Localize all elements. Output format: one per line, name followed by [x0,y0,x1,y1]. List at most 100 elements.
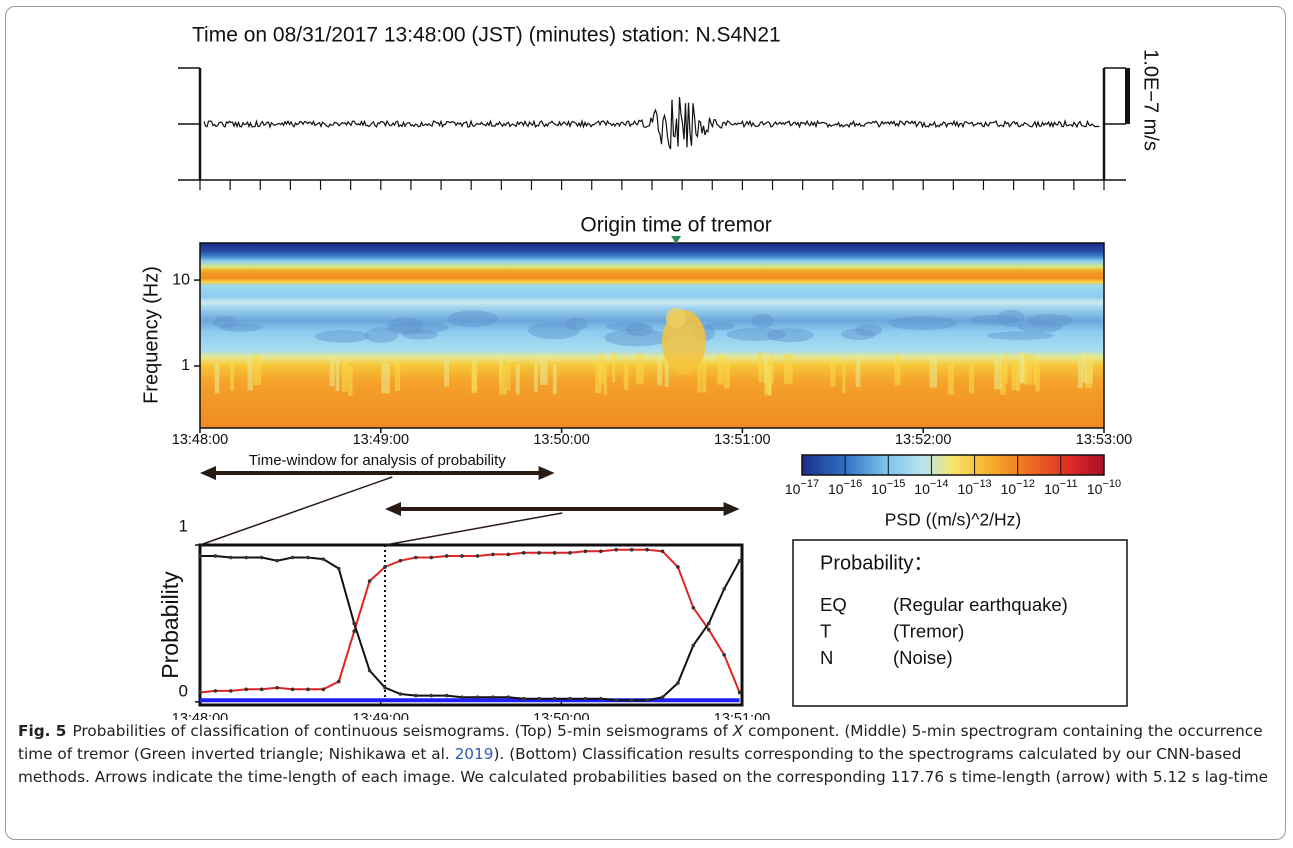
series-point [444,693,449,698]
spectrogram-texture [314,330,370,343]
series-point [367,579,372,583]
x-tick-label: 13:50:00 [533,432,589,448]
spectrogram-texture [381,363,390,394]
colorbar-exponent: −17 [800,478,819,490]
caption-text: Probabilities of classification of conti… [72,722,733,740]
series-point [629,547,634,552]
spectrogram-texture [447,310,499,328]
y-tick-label: 1 [179,516,188,535]
origin-marker [671,236,682,244]
spectrogram-texture [705,322,735,331]
series-point [737,690,742,695]
legend-box [792,539,1128,707]
colorbar-tick-label: 10−12 [1001,478,1035,497]
series-point [614,698,619,703]
spectrogram-texture [539,355,548,386]
series-point [506,552,511,557]
spectrogram-texture [723,358,731,389]
spectrogram-texture [666,308,686,328]
x-tick-label: 13:50:00 [533,711,589,720]
spectrogram-texture [969,314,1018,325]
series-point [722,653,726,657]
spectrogram-texture [751,313,774,329]
colorbar-tick-label: 10−11 [1044,478,1077,497]
colorbar-label: PSD ((m/s)^2/Hz) [885,510,1022,530]
series-point [645,698,649,703]
series-point [691,643,696,648]
spectrogram-texture [606,321,649,331]
spectrogram-texture [697,362,702,393]
series-point [444,554,449,558]
colorbar-tick-label: 10−15 [871,478,905,497]
series-point [599,549,603,554]
colorbar-base: 10 [785,481,801,497]
legend-title: Probability： [820,552,933,574]
spectrogram-texture [394,360,401,391]
spectrogram-texture [214,363,220,394]
caption-text: ). (Bottom) Classification results corre… [18,745,1269,786]
plot-frame [199,242,1105,429]
spectrogram-texture [996,309,1025,327]
arrow-head [385,502,402,516]
waveform [203,97,1100,150]
colorbar-base: 10 [1044,481,1060,497]
series-point [491,552,495,557]
spectrogram-texture [389,321,449,334]
series-point [244,555,249,560]
spectrogram-texture [948,364,954,395]
series-point [722,587,726,591]
y-tick-label: 1 [181,357,190,374]
plot-frame [198,543,744,707]
spectrogram-texture [335,360,340,391]
spectrogram-texture [612,352,616,383]
spectrogram-texture [986,331,1054,340]
series-point [506,695,511,699]
series-point [352,629,356,634]
spectrogram-texture [1017,321,1063,333]
spectrogram-texture [329,356,335,387]
series-point [398,558,403,563]
spectrogram-texture [1016,361,1021,392]
series-point [213,689,218,693]
spectrogram-texture [702,362,707,393]
series-point [475,554,480,558]
y-tick-label: 0 [179,681,188,700]
spectrogram-texture [657,355,663,386]
colorbar-tick-label: 10−10 [1087,478,1121,497]
colorbar-base: 10 [871,481,887,497]
spectrogram-texture [499,364,507,395]
series-point [290,687,295,692]
series-point [706,627,711,632]
spectrogram-texture [929,357,938,388]
spectrogram-texture [842,363,846,394]
spectrogram-texture [1011,360,1018,391]
x-tick-label: 13:53:00 [1076,432,1132,448]
figure-frame [5,6,1286,840]
series-point [737,558,742,563]
series-point [198,690,202,695]
x-tick-label: 13:48:00 [172,432,228,448]
spectrogram-texture [341,361,348,392]
series-point [321,687,326,692]
caption-link[interactable]: 2019 [454,745,494,763]
arrow-head [723,502,740,516]
spectrogram-texture [1081,352,1087,383]
arrow-head [538,466,555,480]
series-point [583,696,588,701]
spectrogram-texture [471,363,478,394]
spectrogram-texture [664,356,669,387]
spectrogram-texture [894,355,901,386]
spectrogram-texture [888,316,958,331]
spectrogram-texture [1025,314,1074,328]
spectrogram-texture [1077,358,1083,389]
series-point [460,554,464,558]
series-line [199,548,741,694]
y-axis-label: Probability [157,571,183,679]
label-bg [229,452,526,469]
series-point [537,696,541,701]
legend-description: (Regular earthquake) [893,594,1068,615]
spectrogram-texture [765,363,772,394]
series-point [352,621,356,626]
x-tick-label: 13:51:00 [714,711,770,720]
